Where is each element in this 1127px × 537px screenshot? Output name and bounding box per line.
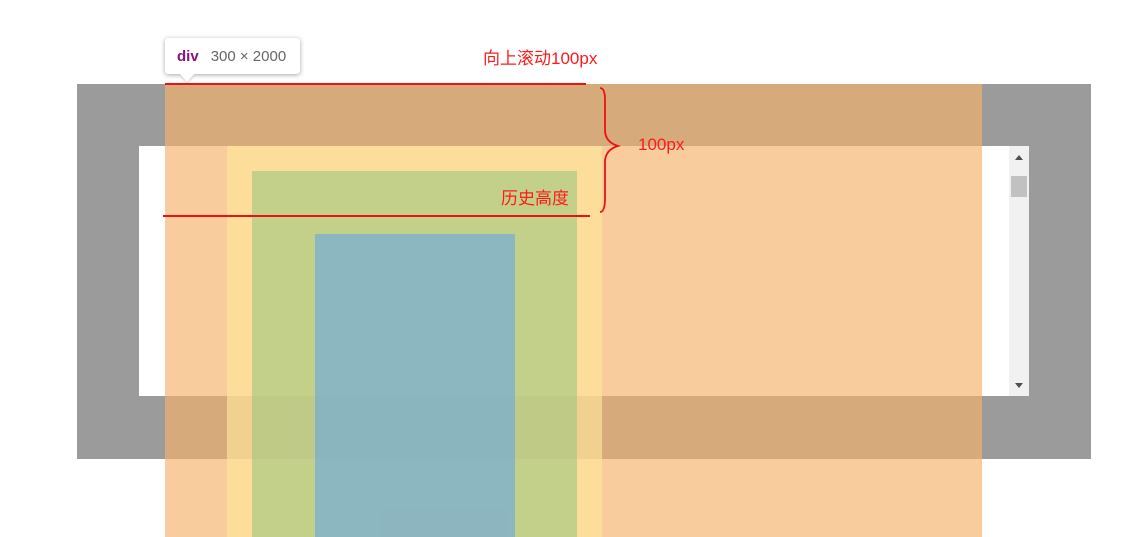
tooltip-tag-name: div: [177, 47, 199, 65]
annotation-brace: [599, 87, 622, 213]
annotation-line-bottom: [163, 215, 590, 217]
scroll-up-arrow-icon[interactable]: [1009, 150, 1029, 164]
annotation-history-height: 历史高度: [501, 189, 569, 208]
vertical-scrollbar[interactable]: [1009, 146, 1029, 396]
tooltip-dimensions: 300 × 2000: [210, 47, 287, 65]
annotation-scroll-up: 向上滚动100px: [483, 49, 598, 68]
annotation-distance: 100px: [638, 135, 685, 154]
scroll-down-arrow-icon[interactable]: [1009, 378, 1029, 392]
element-tooltip: div 300 × 2000: [165, 38, 300, 74]
tooltip-pointer: [180, 74, 194, 82]
annotation-line-top: [165, 83, 586, 85]
scroll-thumb[interactable]: [1011, 176, 1027, 197]
content-highlight: [315, 234, 515, 537]
